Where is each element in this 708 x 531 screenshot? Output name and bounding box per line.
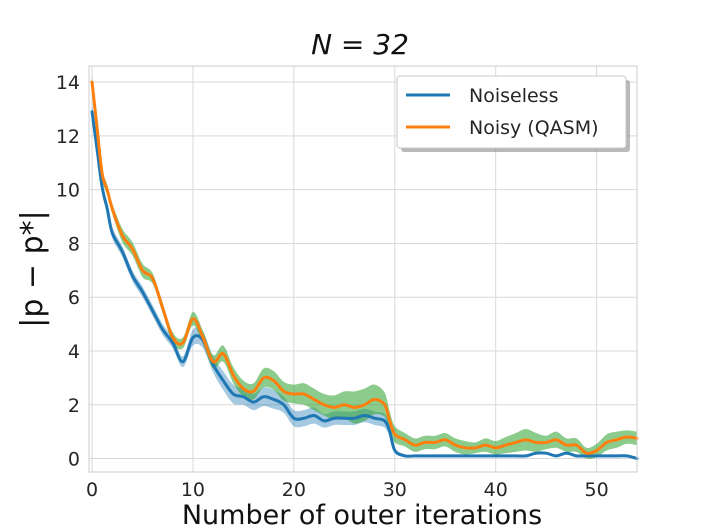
y-tick-label: 4 [68,341,80,363]
series-lines [90,80,639,461]
legend-label-noisy: Noisy (QASM) [469,117,599,139]
y-tick-label: 14 [56,72,80,94]
x-tick-label: 40 [484,479,508,501]
y-tick-labels: 0 2 4 6 8 10 12 14 [56,72,80,470]
y-tick-label: 10 [56,180,80,202]
y-axis-label: |p − p*| [15,210,50,328]
plot-frame [88,65,638,473]
y-tick-label: 12 [56,126,80,148]
x-tick-labels: 0 10 20 30 40 50 [86,479,609,501]
y-tick-label: 0 [68,449,80,471]
legend: Noiseless Noisy (QASM) [396,75,630,152]
series-line-noiseless [90,110,639,461]
legend-box [396,75,627,149]
x-tick-label: 20 [282,479,306,501]
x-tick-label: 0 [86,479,98,501]
legend-label-noiseless: Noiseless [469,85,558,107]
y-tick-label: 8 [68,233,80,255]
y-tick-label: 6 [68,287,80,309]
series-line-noisy [90,80,639,455]
y-tick-label: 2 [68,395,80,417]
grid [89,66,637,472]
chart-title: N = 32 [311,28,409,61]
x-axis-label: Number of outer iterations [182,500,542,531]
x-tick-label: 30 [383,479,407,501]
x-tick-label: 10 [181,479,205,501]
x-tick-label: 50 [585,479,609,501]
